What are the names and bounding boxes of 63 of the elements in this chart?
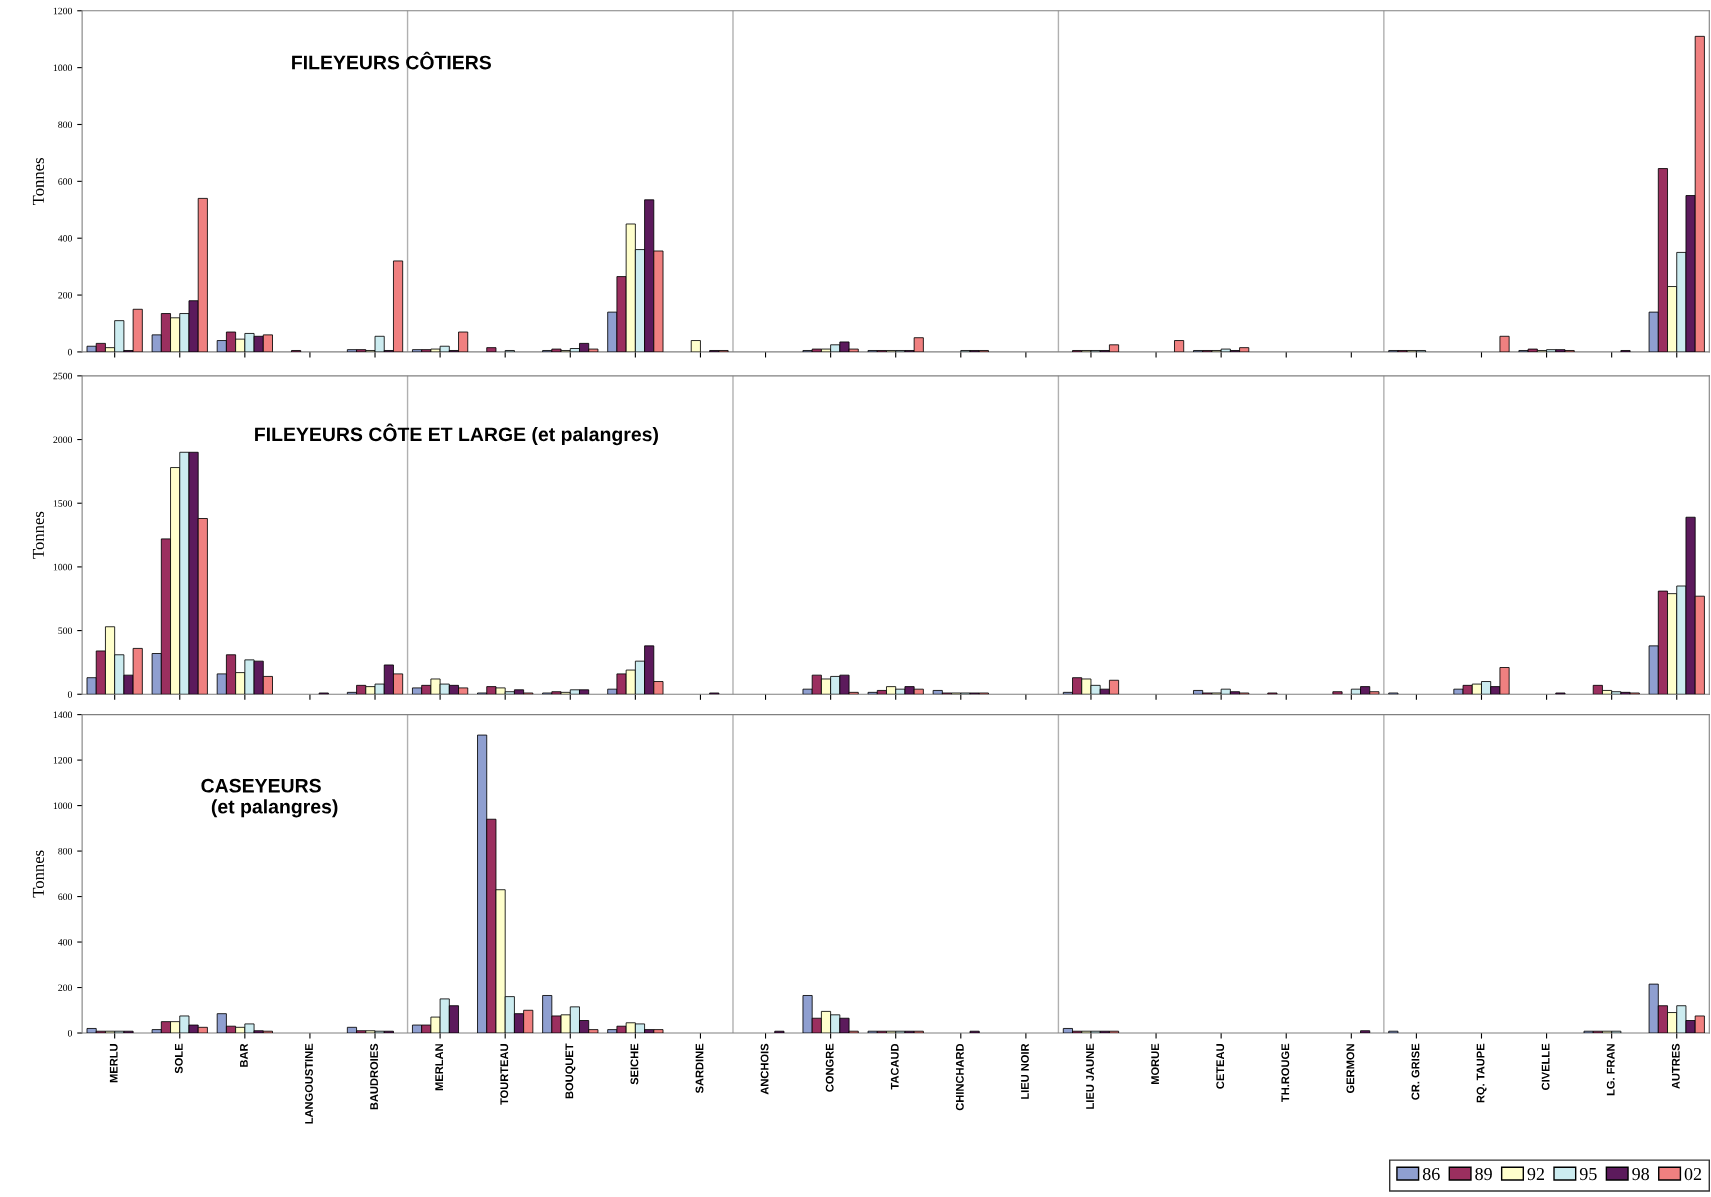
x-tick-label: LG. FRAN [1606,1044,1615,1096]
y-tick-label: 400 [58,235,73,242]
legend-label: 89 [1475,1167,1492,1181]
x-tick-label: MERLU [109,1044,118,1083]
x-tick-label: TACAUD [890,1043,899,1090]
bar [1332,691,1343,695]
x-tick-label: LANGOUSTINE [305,1043,313,1124]
y-tick-label: 0 [67,691,73,698]
x-tick-label: CR. GRISE [1411,1043,1420,1100]
x-tick-label: TH.ROUGE [1281,1043,1290,1102]
text: FILEYEURS CÔTE ET LARGE (et palangres) [255,423,658,446]
y-tick-label: 600 [58,893,73,901]
legend-label: 95 [1579,1167,1597,1181]
y-axis-title: Tonnes [32,158,45,205]
x-tick-label: BOUQUET [565,1043,576,1099]
x-tick-label: CONGRE [825,1043,834,1092]
legend-label: 86 [1422,1167,1440,1181]
y-tick-label: 2000 [53,436,73,444]
legend-label: 02 [1684,1167,1702,1181]
legend-label: 98 [1632,1167,1650,1181]
x-tick-label: BAUDROIES [370,1043,378,1110]
y-axis-title: Tonnes [32,850,45,898]
y-tick-label: 1400 [53,711,73,719]
y-tick-label: 400 [58,938,73,946]
text: FILEYEURS CÔTIERS [292,51,491,70]
y-tick-label: 0 [67,1029,73,1037]
x-tick-label: MERLAN [435,1044,443,1091]
y-axis-title: Tonnes [32,511,45,559]
y-tick-label: 1000 [53,563,73,571]
x-tick-label: CETEAU [1216,1044,1225,1089]
x-tick-label: TOURTEAU [500,1044,509,1105]
y-tick-label: 800 [58,847,73,855]
x-tick-label: LIEU JAUNE [1086,1043,1094,1109]
y-tick-label: 200 [58,291,73,299]
y-tick-label: 200 [58,984,73,991]
y-tick-label: 800 [58,121,73,128]
y-tick-label: 1200 [53,757,73,764]
x-tick-label: GERMON [1346,1044,1355,1093]
x-tick-label: SARDINE [695,1043,704,1094]
y-tick-label: 0 [67,348,73,356]
legend-label: 92 [1527,1167,1544,1181]
x-tick-label: CHINCHARD [955,1043,964,1111]
x-tick-label: BAR [240,1043,248,1067]
x-tick-label: RQ. TAUPE [1476,1043,1487,1103]
y-tick-label: 2500 [53,372,73,380]
bar [486,347,497,352]
x-tick-label: MORUE [1151,1043,1160,1085]
x-tick-label: SEICHE [630,1043,639,1085]
bar [1499,335,1510,352]
x-tick-label: CIVELLE [1541,1043,1550,1090]
bar [1360,1030,1371,1034]
y-tick-label: 600 [58,178,73,185]
bar [1174,340,1185,352]
y-tick-label: 1200 [53,7,73,15]
y-tick-label: 1500 [53,500,73,507]
y-tick-label: 500 [58,627,73,635]
y-tick-label: 1000 [53,64,73,72]
x-tick-label: LIEU NOIR [1021,1043,1029,1099]
y-tick-label: 1000 [53,802,73,810]
x-tick-label: SOLE [174,1043,183,1074]
text: CASEYEURS (et palangres) [201,778,338,818]
x-tick-label: AUTRES [1671,1043,1680,1089]
x-tick-label: ANCHOIS [760,1043,769,1095]
